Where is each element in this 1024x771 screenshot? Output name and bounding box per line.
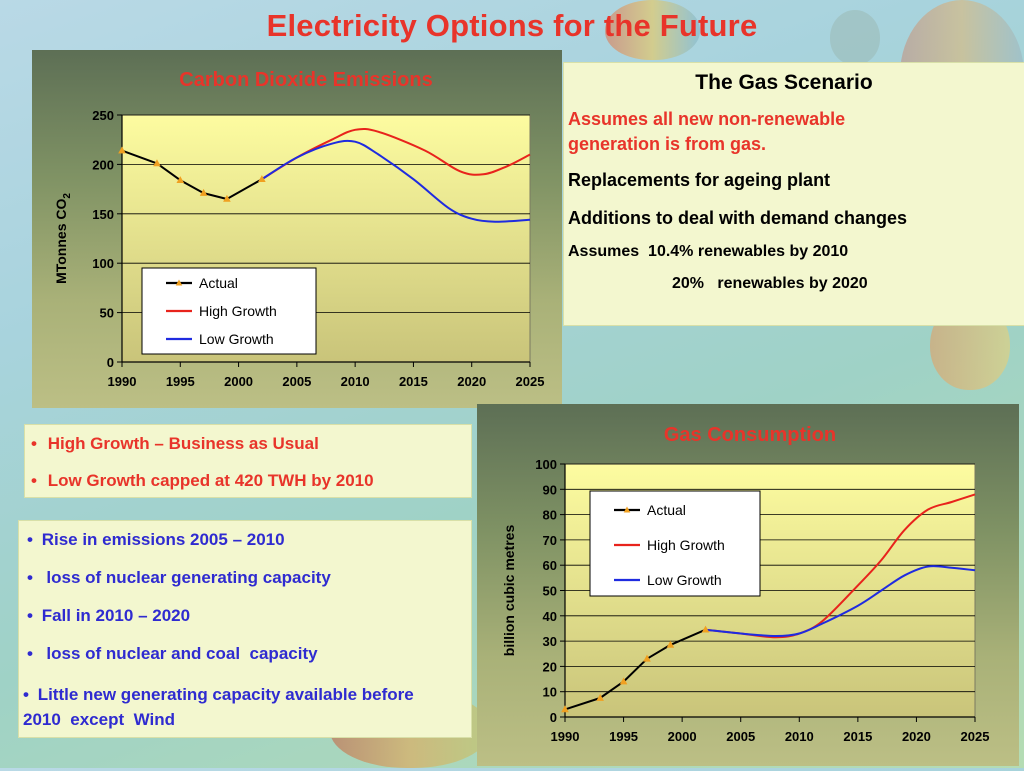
gas-consumption-chart: Gas Consumption 0 10 20 30 40 50 60 70 80 90 100 199… [501, 424, 990, 744]
co2-y-tick-label: 250 [92, 108, 114, 123]
gas-legend-label: High Growth [647, 537, 725, 553]
gas-y-tick-label: 40 [543, 609, 557, 624]
gas-x-tick-label: 2010 [785, 729, 814, 744]
balloon-decoration [830, 10, 880, 65]
slide-title: Electricity Options for the Future [266, 8, 758, 43]
emission-note-text: Little new generating capacity available… [23, 685, 419, 729]
gas-y-tick-label: 100 [535, 457, 557, 472]
co2-legend-label: High Growth [199, 303, 277, 319]
gas-scenario-assumption: Assumes all new non-renewable generation… [568, 109, 846, 154]
gas-x-tick-label: 2020 [902, 729, 931, 744]
growth-note-high-text: High Growth – Business as Usual [47, 434, 319, 453]
gas-scenario-renew2: 20% renewables by 2020 [672, 275, 868, 292]
gas-scenario-line1: Replacements for ageing plant [568, 170, 831, 190]
co2-legend-label: Low Growth [199, 331, 274, 347]
co2-legend-label: Actual [199, 275, 238, 291]
gas-scenario-box: The Gas Scenario Assumes all new non-ren… [563, 62, 1024, 326]
co2-actual-point [258, 175, 266, 183]
co2-actual-point [223, 194, 231, 202]
co2-x-tick-label: 1990 [108, 374, 137, 389]
gas-actual-point [561, 705, 569, 713]
gas-y-tick-label: 30 [543, 634, 557, 649]
gas-scenario-renew1: Assumes 10.4% renewables by 2010 [568, 243, 849, 260]
co2-legend-marker [175, 279, 183, 286]
co2-x-tick-label: 2005 [282, 374, 311, 389]
co2-series-high-growth-line [261, 127, 531, 181]
gas-y-tick-label: 90 [543, 482, 557, 497]
gas-y-tick-label: 80 [543, 508, 557, 523]
gas-y-tick-label: 20 [543, 659, 557, 674]
emission-note: • Little new generating capacity availab… [23, 685, 419, 729]
gas-x-tick-label: 2025 [961, 729, 990, 744]
emission-note: • Fall in 2010 – 2020 [27, 606, 191, 625]
gas-y-tick-label: 10 [543, 685, 557, 700]
gas-actual-point [619, 677, 628, 685]
growth-note-low: • Low Growth capped at 420 TWH by 2010 [31, 471, 374, 490]
gas-series-high-growth-line [705, 493, 976, 639]
gas-y-tick-label: 60 [543, 558, 557, 573]
co2-series-actual-line [121, 149, 263, 200]
co2-x-tick-label: 1995 [166, 374, 195, 389]
emission-note-text: loss of nuclear generating capacity [41, 568, 331, 587]
gas-scenario-heading: The Gas Scenario [695, 71, 873, 94]
emission-note: • loss of nuclear generating capacity [27, 568, 331, 587]
gas-x-tick-label: 2000 [668, 729, 697, 744]
emission-note-text: loss of nuclear and coal capacity [41, 644, 318, 663]
gas-y-tick-label: 50 [543, 584, 557, 599]
gas-y-tick-label: 0 [550, 710, 557, 725]
co2-series-low-growth-line [261, 139, 531, 223]
gas-legend [589, 490, 761, 597]
gas-legend-label: Actual [647, 502, 686, 518]
gas-x-tick-label: 2015 [843, 729, 872, 744]
co2-x-tick-label: 2010 [341, 374, 370, 389]
co2-x-tick-label: 2025 [516, 374, 545, 389]
gas-actual-point [643, 654, 651, 662]
gas-x-tick-label: 1990 [551, 729, 580, 744]
co2-chart-title: Carbon Dioxide Emissions [179, 69, 432, 91]
gas-actual-point [596, 693, 604, 701]
gas-scenario-line2: Additions to deal with demand changes [568, 208, 908, 228]
co2-y-axis-label: MTonnes CO2 [53, 193, 73, 284]
co2-y-tick-label: 100 [92, 256, 114, 271]
emission-note-text: Rise in emissions 2005 – 2010 [41, 530, 285, 549]
gas-series-low-growth-line [705, 565, 976, 637]
co2-emissions-chart: Carbon Dioxide Emissions 0 50 100 150 200 250 1… [53, 69, 545, 389]
co2-y-tick-label: 200 [92, 157, 114, 172]
gas-legend-marker [623, 506, 631, 513]
co2-x-tick-label: 2015 [399, 374, 428, 389]
gas-y-tick-label: 70 [543, 533, 557, 548]
emission-notes-box: • Rise in emissions 2005 – 2010 • loss o… [18, 520, 472, 738]
co2-x-tick-label: 2020 [457, 374, 486, 389]
growth-note-low-text: Low Growth capped at 420 TWH by 2010 [47, 471, 374, 490]
growth-notes-box: • High Growth – Business as Usual • Low … [24, 424, 472, 498]
gas-actual-point [666, 640, 675, 648]
emission-note-text: Fall in 2010 – 2020 [41, 606, 191, 625]
growth-note-high: • High Growth – Business as Usual [31, 434, 319, 453]
co2-chart-panel: Carbon Dioxide Emissions 0 50 100 150 200 250 1… [32, 50, 562, 408]
balloon-decoration [605, 0, 700, 60]
gas-legend-label: Low Growth [647, 572, 722, 588]
gas-x-tick-label: 1995 [609, 729, 638, 744]
emission-note: • Rise in emissions 2005 – 2010 [27, 530, 285, 549]
co2-actual-point [199, 188, 208, 196]
emission-note: • loss of nuclear and coal capacity [27, 644, 318, 663]
co2-actual-point [176, 176, 185, 184]
co2-y-tick-label: 50 [100, 306, 114, 321]
co2-actual-point [118, 146, 126, 154]
co2-y-tick-label: 150 [92, 207, 114, 222]
gas-series-actual-line [564, 628, 706, 711]
gas-chart-panel: Gas Consumption 0 10 20 30 40 50 60 70 80 90 100 199… [477, 404, 1019, 766]
gas-actual-point [701, 625, 710, 633]
co2-actual-point [153, 159, 161, 167]
gas-chart-title: Gas Consumption [664, 424, 836, 446]
gas-y-axis-label: billion cubic metres [501, 525, 517, 657]
co2-y-tick-label: 0 [107, 355, 114, 370]
co2-x-tick-label: 2000 [224, 374, 253, 389]
gas-x-tick-label: 2005 [726, 729, 755, 744]
